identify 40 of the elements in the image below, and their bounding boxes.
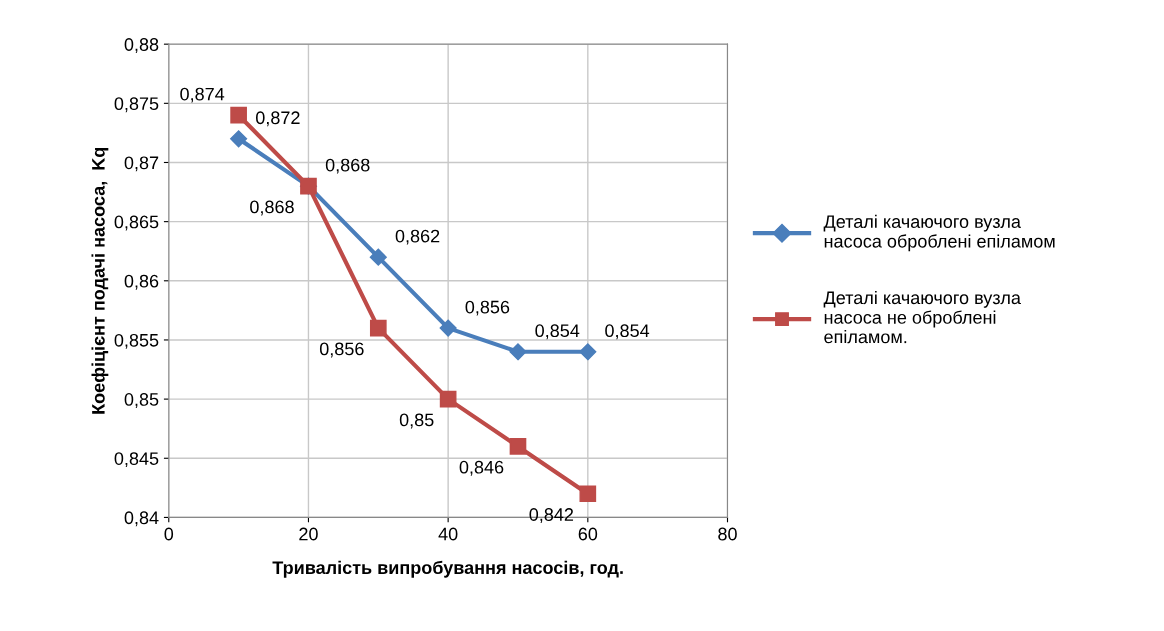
legend-label: Деталі качаючого вузла насоса оброблені епіламом	[823, 214, 1055, 252]
x-tick-label: 80	[718, 527, 737, 541]
y-tick-label: 0,88	[124, 38, 159, 54]
data-label: 0,868	[250, 200, 294, 216]
y-tick-label: 0,85	[124, 393, 159, 408]
data-label: 0,872	[255, 111, 300, 127]
x-tick-label: 0	[164, 527, 174, 541]
y-axis-title: Коефіцієнт подачі насоса, Kq	[91, 147, 109, 414]
x-tick-label: 60	[578, 527, 598, 541]
x-tick-label: 40	[438, 527, 458, 541]
point	[369, 248, 387, 266]
data-label: 0,862	[395, 229, 440, 245]
data-label: 0,854	[605, 324, 650, 340]
y-tick-label: 0,845	[114, 452, 159, 468]
data-label: 0,842	[529, 508, 574, 524]
legend-label: Деталі качаючого вузла насоса не оброблені епіламом.	[823, 290, 1021, 344]
data-label: 0,85	[399, 413, 434, 429]
data-label: 0,854	[535, 324, 580, 340]
y-tick-label: 0,84	[124, 511, 159, 527]
point	[509, 438, 527, 455]
x-tick-label: 20	[299, 527, 318, 541]
y-tick-label: 0,865	[114, 215, 159, 231]
y-tick-label: 0,875	[114, 97, 159, 113]
point	[230, 130, 248, 148]
x-axis-title: Тривалість випробування насосів, год.	[272, 560, 623, 578]
y-tick-label: 0,855	[114, 333, 159, 349]
y-tick-label: 0,87	[124, 156, 159, 172]
data-label: 0,846	[459, 460, 504, 476]
data-label: 0,856	[319, 342, 364, 358]
point	[509, 343, 527, 361]
data-label: 0,874	[180, 87, 225, 103]
y-tick-label: 0,86	[124, 274, 159, 290]
point	[439, 390, 457, 408]
data-label: 0,856	[465, 300, 510, 316]
point	[369, 319, 387, 337]
point	[230, 106, 247, 124]
point	[439, 319, 457, 337]
data-label: 0,868	[325, 158, 370, 174]
point	[579, 343, 597, 361]
point	[579, 485, 597, 503]
